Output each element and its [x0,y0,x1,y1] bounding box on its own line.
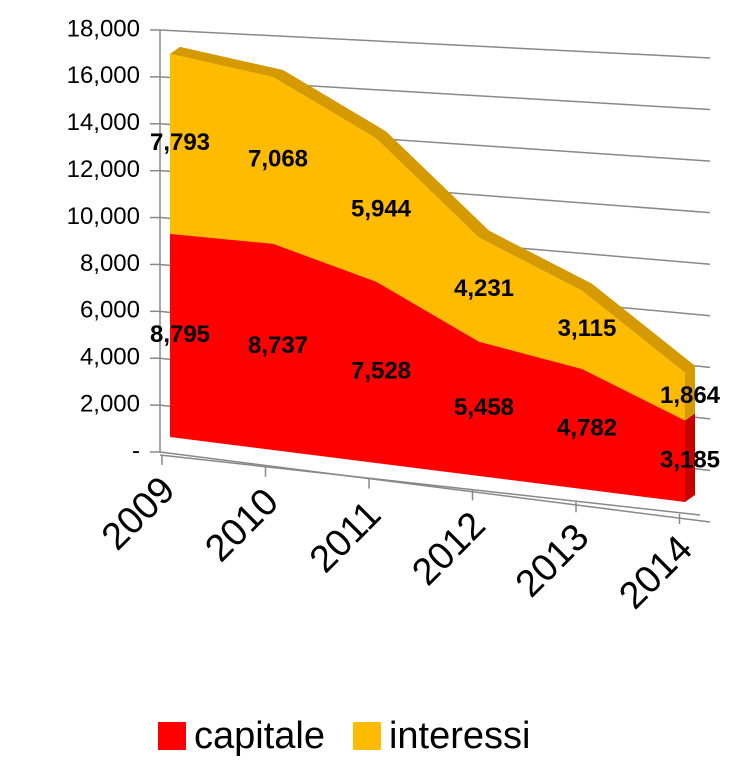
value-label: 1,864 [660,382,721,409]
legend-label: interessi [389,715,531,757]
value-label: 5,458 [454,394,514,421]
x-tick-label: 2013 [508,516,597,605]
area [170,233,685,502]
y-tick-label: 16,000 [67,62,140,89]
value-label: 7,068 [248,146,308,173]
y-tick-label: 4,000 [80,344,140,371]
area-side [685,365,695,421]
value-label: 5,944 [351,195,412,222]
x-tick-label: 2010 [197,481,286,570]
y-tick-label: - [132,437,140,464]
value-label: 7,528 [351,358,411,385]
x-tick-label: 2009 [94,469,183,558]
x-tick-label: 2014 [611,528,700,617]
x-tick-label: 2012 [404,504,493,593]
y-tick-label: 12,000 [67,156,140,183]
area [170,53,685,421]
value-label: 7,793 [150,129,210,156]
legend-swatch [158,722,186,750]
y-tick-label: 18,000 [67,15,140,42]
grid-line [159,29,711,59]
x-axis [159,454,701,516]
value-label: 8,795 [150,321,210,348]
area-side [685,413,695,502]
legend-label: capitale [194,715,325,757]
value-label: 3,185 [660,447,720,474]
y-tick-label: 8,000 [80,250,140,277]
y-tick-label: 14,000 [67,109,140,136]
y-tick-label: 10,000 [67,203,140,230]
value-label: 3,115 [558,315,617,342]
value-label: 4,782 [557,414,617,441]
y-tick-label: 6,000 [80,297,140,324]
value-label: 4,231 [454,275,514,302]
value-label: 8,737 [248,332,308,359]
x-tick-label: 2011 [302,493,389,580]
y-tick-label: 2,000 [80,390,140,417]
legend-swatch [352,722,381,750]
grid-line [159,451,711,523]
